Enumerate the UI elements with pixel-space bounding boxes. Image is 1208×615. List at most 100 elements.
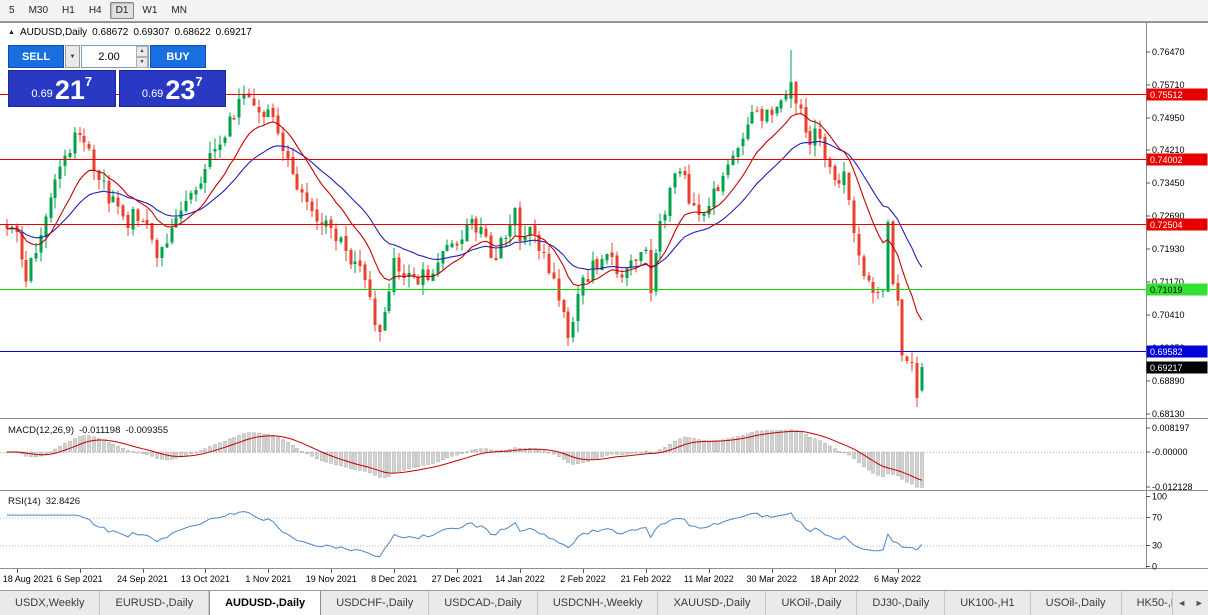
rsi-axis-label: 30 — [1152, 541, 1162, 551]
macd-axis-label: -0.012128 — [1152, 482, 1193, 492]
timeframe-button-mn[interactable]: MN — [171, 5, 187, 16]
chart-tab-uk100-h1[interactable]: UK100-,H1 — [945, 591, 1031, 615]
buy-price-display[interactable]: 0.69 23 7 — [118, 70, 226, 107]
time-axis-label: 30 Mar 2022 — [746, 574, 797, 584]
chart-tab-audusd-daily[interactable]: AUDUSD-,Daily — [209, 591, 322, 615]
timeframe-button-d1[interactable]: D1 — [109, 2, 135, 19]
price-axis-label: 0.71930 — [1152, 244, 1185, 254]
candles-layer — [5, 49, 924, 408]
time-axis-label: 6 Sep 2021 — [57, 574, 103, 584]
price-axis-label: 0.72690 — [1152, 211, 1185, 221]
price-chart[interactable]: 0.76470 0.75710 0.74950 0.74210 0.73450 0.726… — [0, 22, 1208, 590]
rsi-panel: 100 70 30 0 — [0, 492, 1167, 572]
time-axis: 18 Aug 2021 6 Sep 2021 24 Sep 2021 13 Oct 2… — [3, 569, 921, 584]
rsi-axis-label: 70 — [1152, 513, 1162, 523]
buy-price-sup: 7 — [195, 74, 203, 89]
timeframe-button-h1[interactable]: H1 — [62, 5, 75, 16]
price-axis-label: 0.76470 — [1152, 47, 1185, 57]
current-price-label: 0.69217 — [1150, 363, 1183, 373]
price-axis-label: 0.75710 — [1152, 80, 1185, 90]
sell-price-prefix: 0.69 — [31, 88, 53, 100]
rsi-axis-label: 100 — [1152, 492, 1167, 502]
chart-tab-usdx-weekly[interactable]: USDX,Weekly — [0, 591, 101, 615]
chart-tab-xauusd-daily[interactable]: XAUUSD-,Daily — [658, 591, 767, 615]
tabs-scroll-left-button[interactable]: ◄ — [1177, 598, 1187, 608]
high-value: 0.69307 — [133, 27, 170, 38]
price-axis-label: 0.73450 — [1152, 178, 1185, 188]
time-axis-label: 2 Feb 2022 — [560, 574, 606, 584]
time-axis-label: 11 Mar 2022 — [684, 574, 734, 584]
volume-spinner: ▲ ▼ — [136, 46, 148, 68]
time-axis-label: 13 Oct 2021 — [181, 574, 230, 584]
price-axis-label: 0.74210 — [1152, 145, 1185, 155]
timeframe-button-w1[interactable]: W1 — [142, 5, 158, 16]
sell-price-big: 21 — [54, 75, 85, 105]
price-axis-label: 0.68890 — [1152, 376, 1185, 386]
price-axis-label: 0.71170 — [1152, 277, 1184, 287]
price-axis-label: 0.70410 — [1152, 310, 1185, 320]
chart-tab-dj30-daily[interactable]: DJ30-,Daily — [857, 591, 946, 615]
close-value: 0.69217 — [215, 27, 252, 38]
time-axis-label: 18 Apr 2022 — [810, 574, 859, 584]
volume-decrease-button[interactable]: ▼ — [136, 57, 148, 68]
moving-averages — [6, 112, 923, 321]
chart-tab-usoil-daily[interactable]: USOil-,Daily — [1031, 591, 1122, 615]
macd-axis-label: 0.008197 — [1152, 423, 1190, 433]
macd-panel: 0.008197 -0.00000 -0.012128 — [0, 423, 1193, 492]
time-axis-label: 21 Feb 2022 — [621, 574, 672, 584]
one-click-trading-panel: SELL ▼ ▲ ▼ BUY 0.69 21 7 0.69 23 — [8, 45, 226, 107]
price-level-label: 0.69582 — [1150, 347, 1183, 357]
price-level-label: 0.75512 — [1150, 90, 1183, 100]
macd-name: MACD(12,26,9) — [8, 425, 74, 436]
price-level-label: 0.71019 — [1150, 285, 1183, 295]
chart-tab-ukoil-daily[interactable]: UKOil-,Daily — [766, 591, 858, 615]
time-axis-label: 24 Sep 2021 — [117, 574, 168, 584]
time-axis-label: 18 Aug 2021 — [3, 574, 54, 584]
low-value: 0.68622 — [174, 27, 211, 38]
macd-main-value: -0.011198 — [79, 425, 121, 436]
symbol-label: AUDUSD,Daily — [19, 27, 88, 38]
price-axis-label: 0.68130 — [1152, 409, 1185, 419]
sell-price-sup: 7 — [84, 74, 93, 89]
timeframe-button-5[interactable]: 5 — [9, 5, 15, 16]
sell-price-display[interactable]: 0.69 21 7 — [8, 70, 116, 107]
price-level-label: 0.74002 — [1150, 155, 1183, 165]
rsi-value: 32.8426 — [45, 496, 81, 507]
sell-button[interactable]: SELL — [8, 45, 64, 68]
chart-tab-eurusd-daily[interactable]: EURUSD-,Daily — [100, 591, 210, 615]
time-axis-label: 1 Nov 2021 — [245, 574, 291, 584]
time-axis-label: 6 May 2022 — [874, 574, 921, 584]
chart-tab-usdcnh-weekly[interactable]: USDCNH-,Weekly — [538, 591, 659, 615]
chevron-down-icon: ▼ — [69, 53, 76, 60]
rsi-name: RSI(14) — [8, 496, 41, 507]
rsi-axis-label: 0 — [1152, 562, 1157, 572]
tabs-scroll-controls: ◄ ► — [1172, 590, 1208, 615]
macd-signal-value: -0.009355 — [125, 425, 169, 436]
buy-button[interactable]: BUY — [150, 45, 206, 68]
chart-tabs-bar: USDX,Weekly EURUSD-,Daily AUDUSD-,Daily USD… — [0, 590, 1208, 615]
price-levels: 0.75512 0.74002 0.72504 0.71019 0.69582 0.692… — [0, 88, 1208, 374]
volume-input[interactable] — [81, 45, 149, 68]
timeframe-button-h4[interactable]: H4 — [88, 5, 102, 16]
chart-window-icon: ▲ — [8, 29, 15, 36]
volume-field: ▲ ▼ — [81, 45, 149, 68]
buy-price-big: 23 — [165, 75, 196, 105]
timeframe-button-m30[interactable]: M30 — [28, 5, 49, 16]
chart-ohlc-header: ▲ AUDUSD,Daily 0.68672 0.69307 0.68622 0… — [8, 27, 252, 38]
time-axis-label: 19 Nov 2021 — [306, 574, 357, 584]
tabs-scroll-right-button[interactable]: ► — [1194, 598, 1204, 608]
rsi-indicator-label: RSI(14) 32.8426 — [8, 496, 80, 507]
open-value: 0.68672 — [92, 27, 129, 38]
volume-dropdown-button[interactable]: ▼ — [65, 45, 80, 68]
timeframe-toolbar: 5 M30 H1 H4 D1 W1 MN — [0, 0, 1208, 22]
chart-tab-usdchf-daily[interactable]: USDCHF-,Daily — [321, 591, 430, 615]
macd-axis-label: -0.00000 — [1152, 447, 1188, 457]
time-axis-label: 27 Dec 2021 — [432, 574, 483, 584]
chart-tab-usdcad-daily[interactable]: USDCAD-,Daily — [429, 591, 538, 615]
volume-increase-button[interactable]: ▲ — [136, 46, 148, 57]
time-axis-label: 8 Dec 2021 — [371, 574, 417, 584]
price-level-label: 0.72504 — [1150, 220, 1183, 230]
buy-price-prefix: 0.69 — [141, 88, 164, 100]
price-axis-label: 0.74950 — [1152, 113, 1185, 123]
